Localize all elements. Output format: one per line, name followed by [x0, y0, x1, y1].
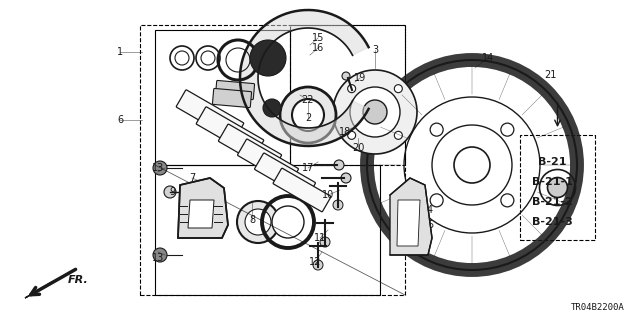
Polygon shape: [397, 200, 420, 246]
Bar: [520, 135, 595, 240]
Text: 15: 15: [312, 33, 324, 43]
Circle shape: [153, 248, 167, 262]
Text: 10: 10: [322, 190, 334, 200]
Circle shape: [280, 87, 336, 143]
Bar: [155, 30, 290, 165]
Circle shape: [501, 194, 514, 207]
Circle shape: [292, 99, 324, 131]
Polygon shape: [178, 178, 228, 238]
FancyBboxPatch shape: [196, 107, 264, 157]
Text: B-21-3: B-21-3: [532, 217, 572, 227]
Circle shape: [237, 201, 279, 243]
Text: 13: 13: [152, 253, 164, 263]
Circle shape: [341, 173, 351, 183]
FancyBboxPatch shape: [216, 80, 255, 100]
Text: 11: 11: [314, 233, 326, 243]
Text: 19: 19: [354, 73, 366, 83]
Text: 8: 8: [249, 215, 255, 225]
Text: 3: 3: [372, 45, 378, 55]
Circle shape: [333, 200, 343, 210]
Bar: [290, 25, 405, 165]
Text: 2: 2: [305, 113, 311, 123]
Bar: [140, 25, 405, 295]
FancyBboxPatch shape: [273, 168, 331, 212]
Circle shape: [547, 178, 568, 197]
Text: 21: 21: [544, 70, 556, 80]
Circle shape: [272, 206, 304, 238]
FancyBboxPatch shape: [237, 139, 298, 185]
Text: 4: 4: [427, 205, 433, 215]
Circle shape: [164, 186, 176, 198]
Text: FR.: FR.: [68, 275, 89, 285]
Text: 6: 6: [117, 115, 123, 125]
Circle shape: [320, 237, 330, 247]
FancyBboxPatch shape: [212, 88, 252, 108]
Circle shape: [348, 85, 356, 93]
Text: 16: 16: [312, 43, 324, 53]
Text: 18: 18: [339, 127, 351, 137]
Circle shape: [501, 123, 514, 136]
Polygon shape: [390, 178, 432, 255]
Circle shape: [363, 100, 387, 124]
Circle shape: [348, 131, 356, 139]
FancyBboxPatch shape: [255, 153, 316, 199]
Circle shape: [430, 123, 443, 136]
Text: 13: 13: [152, 163, 164, 173]
Text: B-21: B-21: [538, 157, 566, 167]
Circle shape: [394, 131, 403, 139]
Text: 7: 7: [189, 173, 195, 183]
Text: TR04B2200A: TR04B2200A: [572, 303, 625, 312]
Text: 22: 22: [301, 95, 314, 105]
Polygon shape: [188, 200, 214, 228]
Circle shape: [263, 99, 281, 117]
Text: B-21-2: B-21-2: [532, 197, 572, 207]
Bar: [155, 165, 380, 295]
Text: 1: 1: [117, 47, 123, 57]
Text: 9: 9: [169, 187, 175, 197]
Circle shape: [313, 260, 323, 270]
FancyBboxPatch shape: [176, 90, 244, 140]
Text: 14: 14: [482, 53, 494, 63]
Circle shape: [333, 70, 417, 154]
Circle shape: [250, 40, 286, 76]
Text: B-21-1: B-21-1: [532, 177, 572, 187]
Circle shape: [334, 160, 344, 170]
Circle shape: [342, 72, 350, 80]
Circle shape: [245, 209, 271, 235]
Polygon shape: [240, 10, 369, 146]
Circle shape: [454, 147, 490, 183]
Circle shape: [394, 85, 403, 93]
Text: 5: 5: [427, 220, 433, 230]
Polygon shape: [25, 282, 52, 298]
Circle shape: [430, 194, 443, 207]
Circle shape: [350, 87, 400, 137]
Text: 17: 17: [302, 163, 314, 173]
Circle shape: [153, 161, 167, 175]
Text: 20: 20: [352, 143, 364, 153]
Text: 12: 12: [309, 257, 321, 267]
FancyBboxPatch shape: [218, 124, 282, 172]
